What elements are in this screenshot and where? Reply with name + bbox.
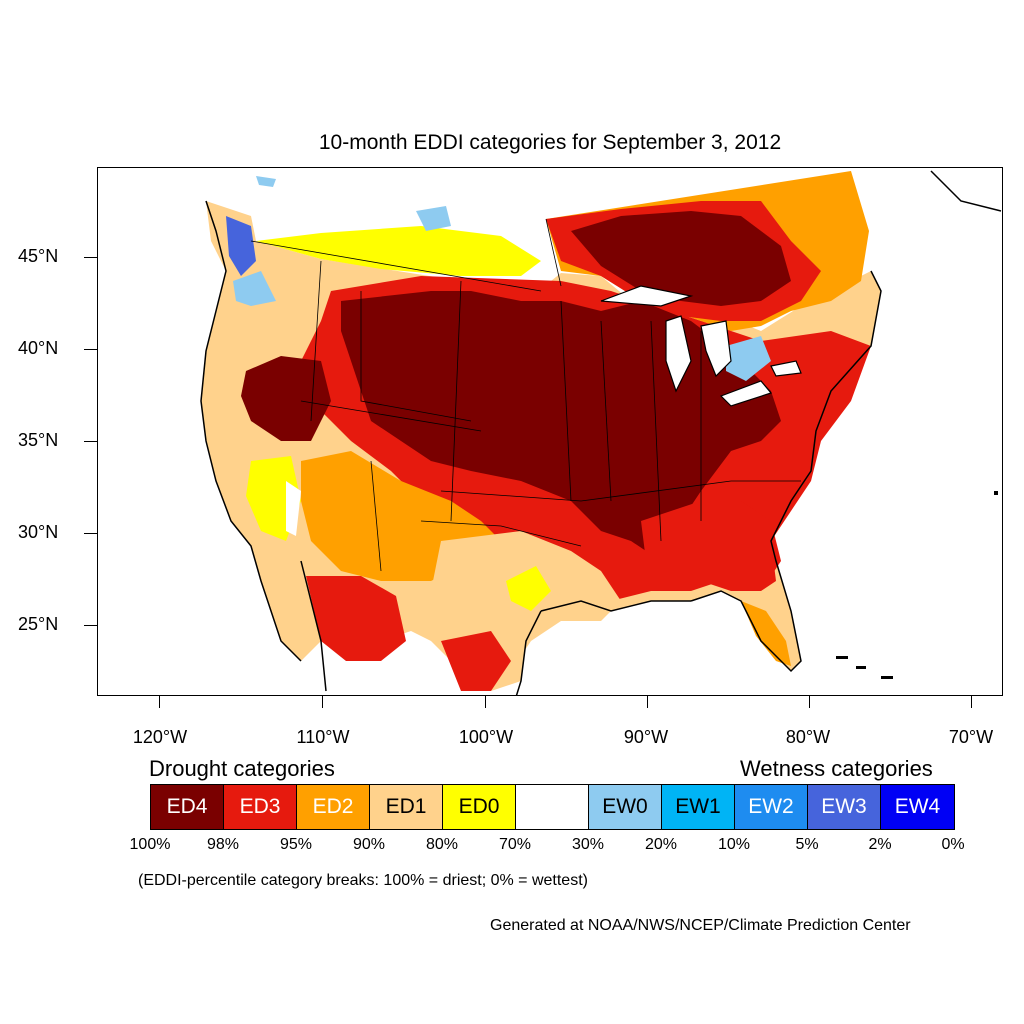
lon-tick	[809, 696, 810, 708]
break-label: 98%	[206, 836, 240, 853]
lon-label-80: 80°W	[785, 727, 831, 747]
lon-label-70: 70°W	[948, 727, 994, 747]
legend-box-ew2: EW2	[735, 785, 808, 829]
break-label: 10%	[717, 836, 751, 853]
break-label: 90%	[352, 836, 386, 853]
break-label: 5%	[795, 836, 819, 853]
lon-label-90: 90°W	[623, 727, 669, 747]
lat-tick	[84, 441, 97, 442]
lat-tick	[84, 533, 97, 534]
legend-box-ed3: ED3	[224, 785, 297, 829]
break-label: 0%	[941, 836, 965, 853]
lon-tick	[159, 696, 160, 708]
break-label: 80%	[425, 836, 459, 853]
lon-label-110: 110°W	[296, 727, 350, 747]
legend-box-ew3: EW3	[808, 785, 881, 829]
legend-box-ew0: EW0	[589, 785, 662, 829]
legend-box-ed2: ED2	[297, 785, 370, 829]
lat-tick	[84, 349, 97, 350]
legend-box-ed1: ED1	[370, 785, 443, 829]
legend-box-ew1: EW1	[662, 785, 735, 829]
map-title: 10-month EDDI categories for September 3…	[318, 131, 782, 154]
category-legend: ED4 ED3 ED2 ED1 ED0 EW0 EW1 EW2 EW3 EW4	[150, 784, 955, 830]
lat-label-25: 25°N	[18, 614, 59, 634]
lat-label-30: 30°N	[18, 522, 59, 542]
break-label: 30%	[571, 836, 605, 853]
credit-line: Generated at NOAA/NWS/NCEP/Climate Predi…	[490, 917, 911, 934]
break-label: 70%	[498, 836, 532, 853]
legend-box-normal	[516, 785, 589, 829]
lon-label-100: 100°W	[458, 727, 514, 747]
lat-label-45: 45°N	[18, 246, 59, 266]
lon-tick	[647, 696, 648, 708]
category-breaks-note: (EDDI-percentile category breaks: 100% =…	[138, 872, 588, 889]
lat-label-35: 35°N	[18, 430, 59, 450]
legend-box-ew4: EW4	[881, 785, 954, 829]
break-label: 2%	[868, 836, 892, 853]
lon-tick	[485, 696, 486, 708]
lon-tick	[971, 696, 972, 708]
legend-box-ed4: ED4	[151, 785, 224, 829]
break-label: 95%	[279, 836, 313, 853]
lat-tick	[84, 625, 97, 626]
break-label: 100%	[129, 836, 171, 853]
legend-box-ed0: ED0	[443, 785, 516, 829]
drought-categories-title: Drought categories	[149, 756, 335, 781]
lat-label-40: 40°N	[18, 338, 59, 358]
lon-tick	[322, 696, 323, 708]
wetness-categories-title: Wetness categories	[740, 756, 933, 781]
eddi-map	[97, 167, 1003, 696]
lat-tick	[84, 257, 97, 258]
break-label: 20%	[644, 836, 678, 853]
lon-label-120: 120°W	[132, 727, 188, 747]
